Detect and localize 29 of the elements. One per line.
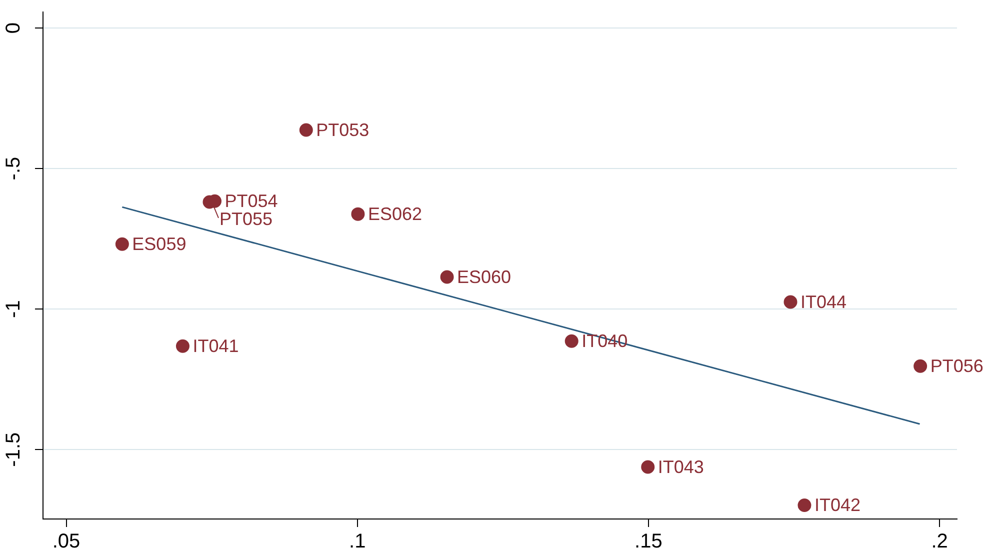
data-label: IT042 bbox=[814, 495, 861, 516]
y-tick-label: -1.5 bbox=[2, 432, 25, 467]
point bbox=[176, 339, 190, 353]
point bbox=[299, 123, 313, 137]
point bbox=[641, 460, 655, 474]
data-label: IT043 bbox=[658, 456, 704, 477]
y-tick-label: -1 bbox=[2, 300, 25, 318]
data-label: ES059 bbox=[132, 234, 186, 254]
y-tick-label: 0 bbox=[2, 22, 25, 34]
point bbox=[914, 359, 928, 373]
point bbox=[115, 237, 129, 251]
point bbox=[564, 334, 578, 348]
x-tick-label: .2 bbox=[931, 530, 948, 553]
y-tick-label: -.5 bbox=[2, 156, 25, 180]
point bbox=[784, 295, 798, 309]
point bbox=[440, 270, 454, 284]
x-tick-label: .05 bbox=[52, 530, 80, 553]
data-label: PT054 bbox=[224, 191, 278, 212]
data-label: ES062 bbox=[368, 204, 422, 224]
data-label: IT041 bbox=[192, 336, 239, 356]
data-label: PT053 bbox=[316, 120, 370, 140]
data-label: IT044 bbox=[800, 292, 847, 312]
data-label: ES060 bbox=[457, 266, 512, 287]
data-label: PT056 bbox=[930, 356, 984, 376]
x-tick-label: .1 bbox=[349, 530, 366, 553]
point bbox=[798, 498, 812, 512]
point bbox=[351, 207, 365, 221]
x-tick-label: .15 bbox=[634, 530, 662, 553]
data-label: PT055 bbox=[220, 208, 273, 229]
